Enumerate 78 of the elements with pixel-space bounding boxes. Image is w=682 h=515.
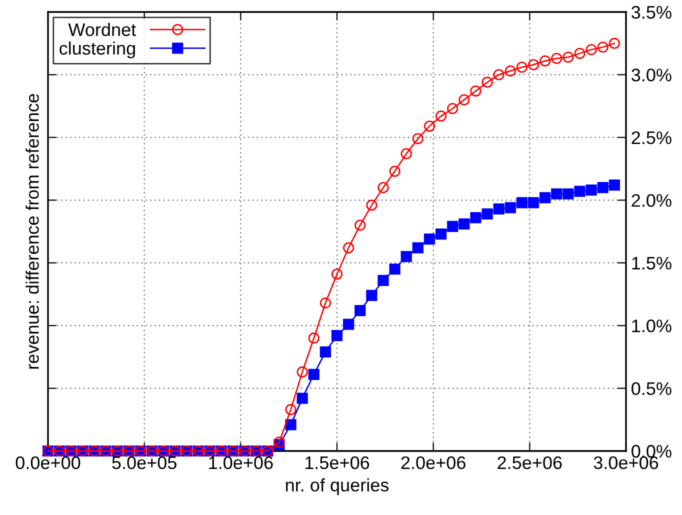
point (516, 197, 528, 208)
point (412, 242, 424, 254)
point (435, 110, 447, 122)
point (320, 346, 331, 358)
point (551, 52, 562, 64)
point (400, 251, 412, 262)
point (482, 208, 493, 220)
point (562, 52, 574, 63)
point (320, 297, 331, 309)
point (562, 188, 574, 200)
point (504, 202, 516, 214)
point (540, 55, 551, 66)
point (378, 182, 389, 194)
x-tick-label: 3.0e+06 (594, 456, 658, 470)
y-tick-label: 3.0% (632, 68, 672, 82)
point (493, 69, 504, 80)
point (482, 76, 493, 88)
point (296, 366, 308, 378)
point (458, 94, 470, 106)
point (608, 180, 620, 191)
point (400, 148, 412, 160)
point (296, 392, 308, 404)
point (285, 419, 296, 430)
point (516, 62, 528, 73)
point (540, 192, 551, 204)
point (574, 186, 586, 197)
point (412, 133, 424, 144)
point (354, 220, 366, 231)
point (308, 332, 320, 344)
point (343, 242, 354, 254)
y-tick-label: 3.5% (632, 6, 672, 19)
point (435, 228, 447, 240)
point (389, 264, 400, 275)
point (366, 290, 378, 302)
x-tick-label: 5.0e+05 (112, 456, 176, 470)
x-axis-title: nr. of queries (286, 478, 389, 496)
x-tick-label: 1.5e+06 (305, 456, 370, 470)
point (354, 304, 366, 316)
point (586, 184, 597, 196)
point (493, 203, 504, 214)
x-tick-label: 2.5e+06 (498, 456, 562, 470)
point (528, 59, 540, 70)
point (331, 330, 343, 342)
point (504, 65, 516, 77)
point (470, 85, 482, 97)
point (586, 44, 597, 56)
legend-label: Wordnet (68, 22, 136, 36)
y-tick-label: 1.5% (632, 256, 672, 270)
point (308, 368, 320, 380)
legend-label: clustering (60, 41, 135, 58)
point (274, 436, 285, 448)
point (608, 38, 620, 49)
point (458, 218, 470, 230)
y-tick-label: 2.5% (632, 131, 672, 144)
point (447, 220, 458, 232)
point (366, 200, 378, 211)
point (574, 48, 586, 59)
point (331, 268, 343, 280)
point (378, 274, 389, 286)
point (470, 212, 482, 224)
point (389, 166, 400, 177)
point (447, 103, 458, 114)
point (424, 233, 436, 245)
y-tick-label: 0.5% (632, 382, 672, 396)
point (597, 182, 608, 194)
point (551, 188, 562, 200)
y-tick-label: 0.0% (632, 444, 672, 458)
x-tick-label: 1.0e+06 (209, 456, 273, 470)
x-tick-label: 2.0e+06 (401, 456, 466, 470)
y-axis-title: revenue: difference from reference (26, 94, 39, 369)
y-tick-label: 2.0% (632, 194, 672, 207)
point (597, 42, 608, 53)
x-tick-label: 0.0e+00 (16, 456, 80, 470)
point (285, 404, 296, 416)
point (343, 318, 354, 330)
point (528, 197, 540, 208)
point (424, 120, 436, 132)
y-tick-label: 1.0% (632, 320, 672, 332)
